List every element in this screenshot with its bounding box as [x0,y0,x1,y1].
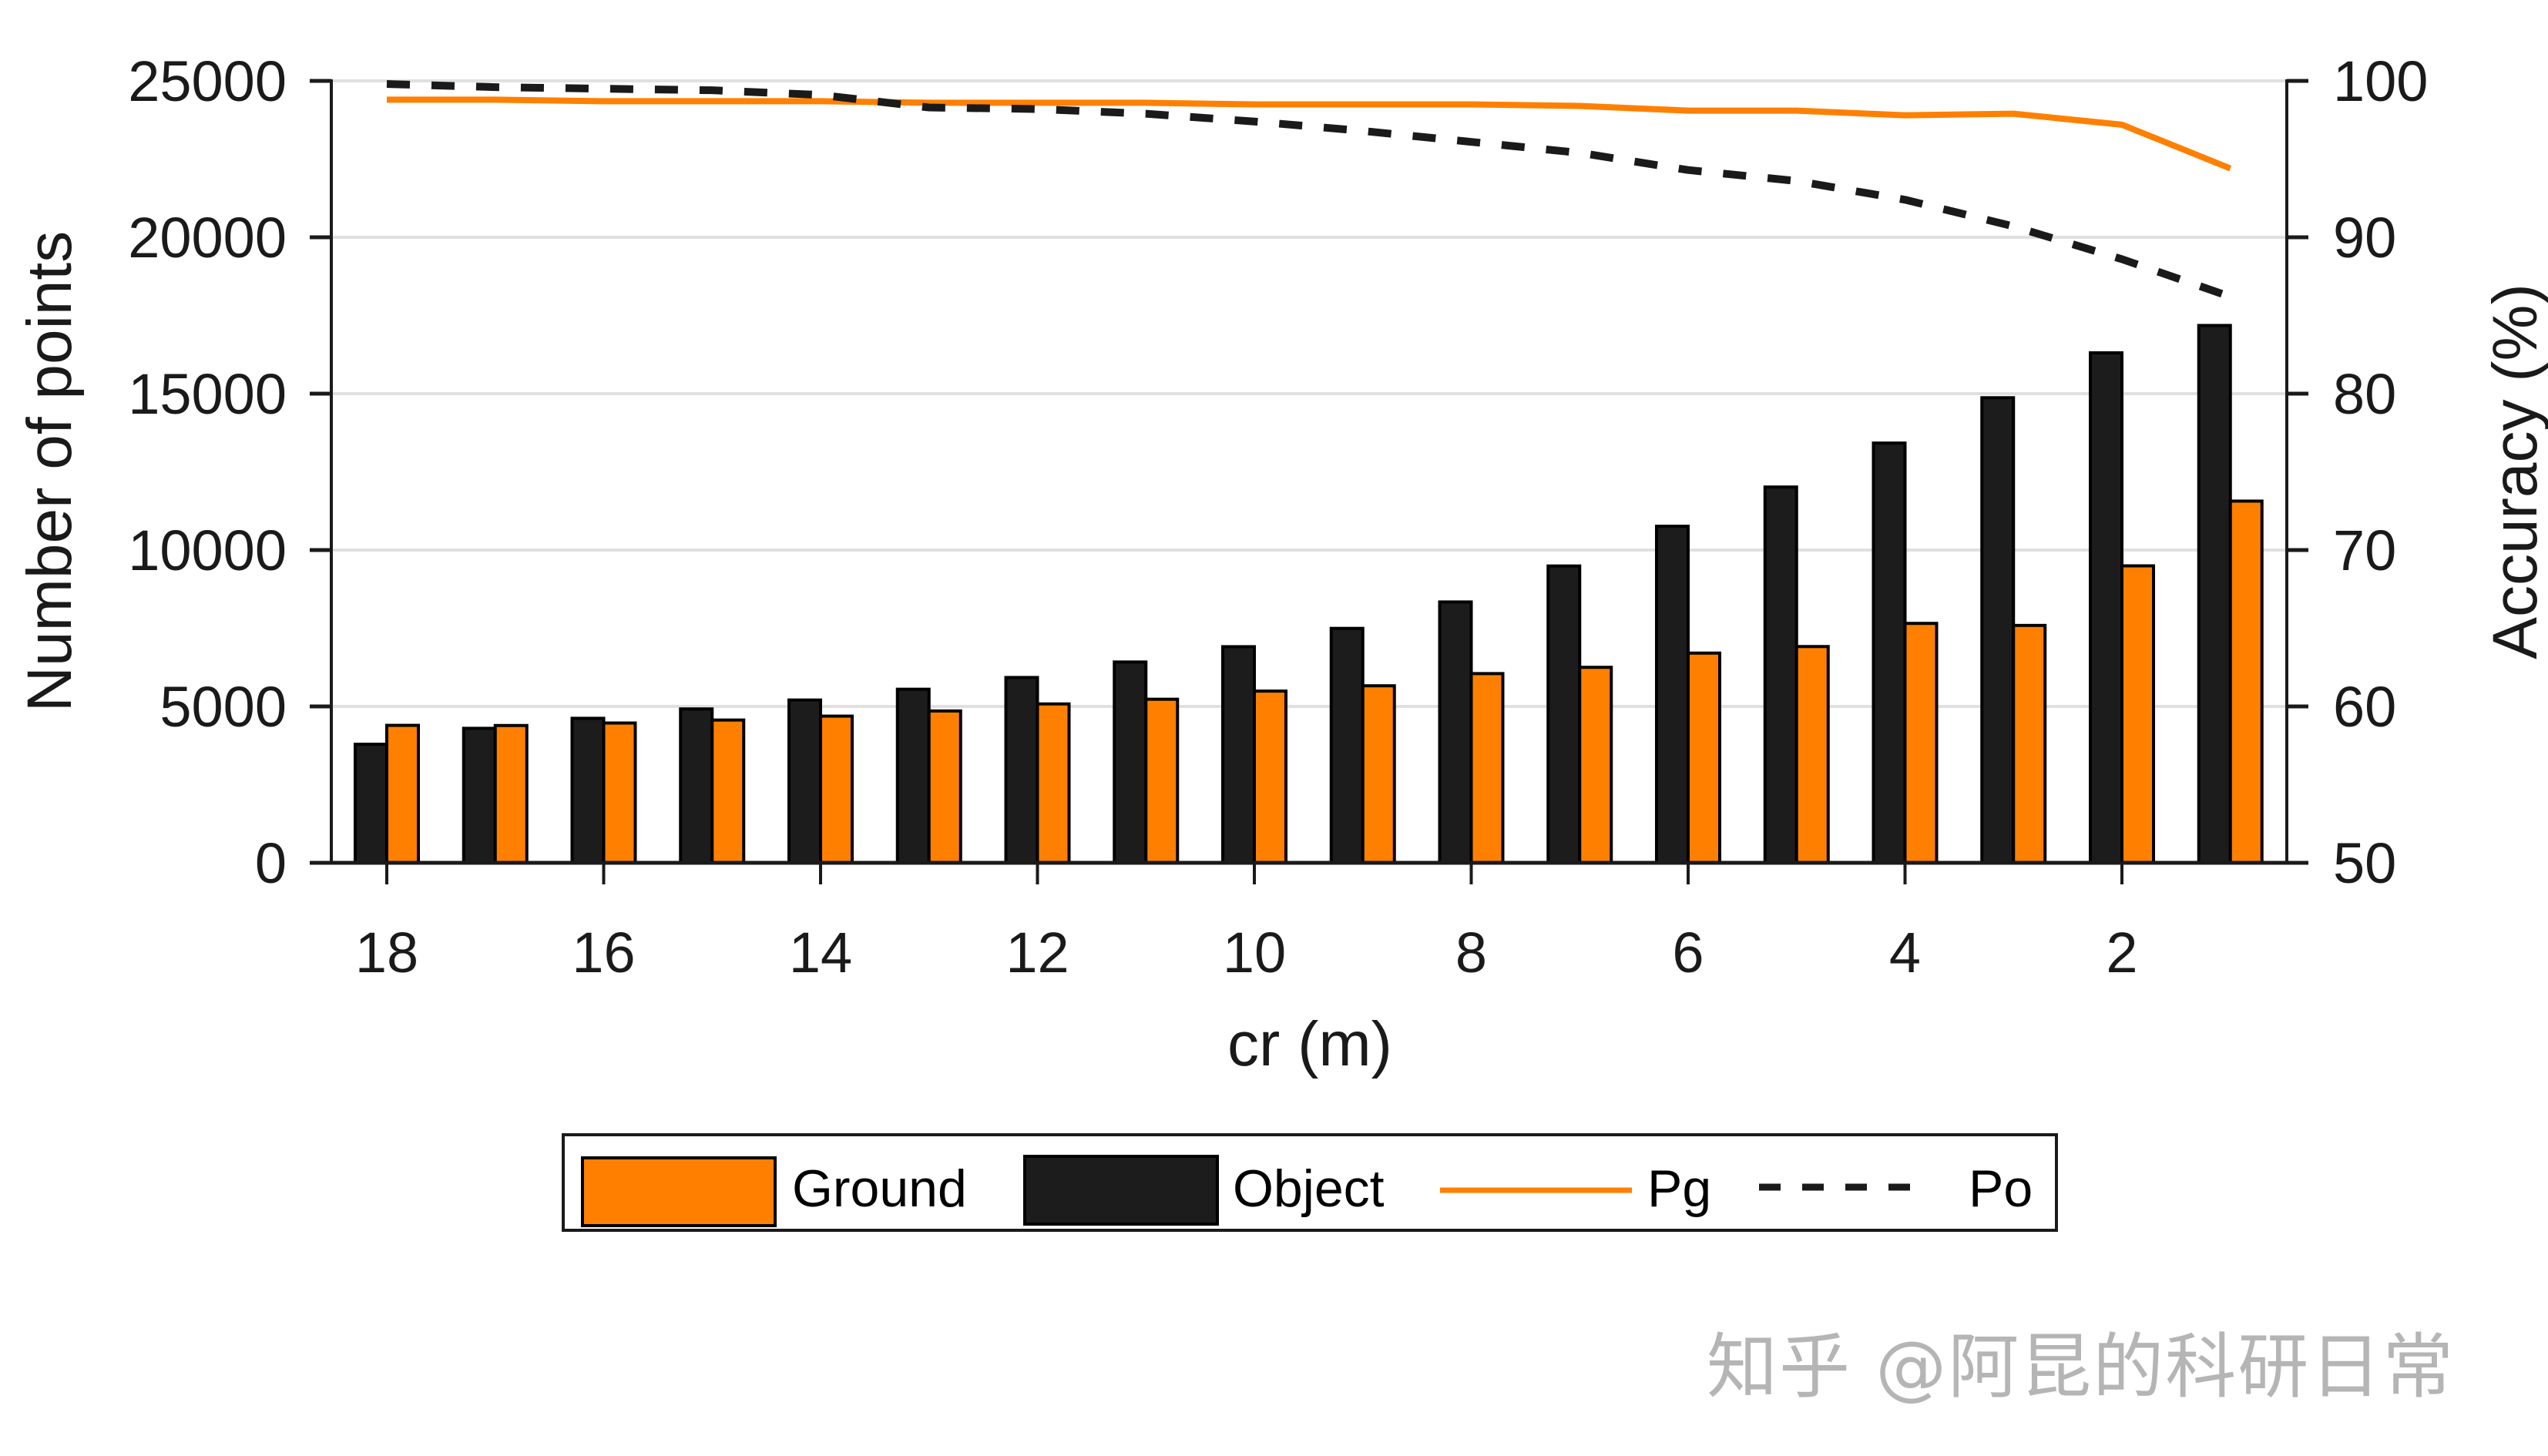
bar-object [679,707,714,864]
left-tick-label: 25000 [128,49,287,113]
bar-object [787,698,822,864]
bar-ground [1903,622,1939,864]
bar-series [354,324,2264,865]
left-tick-label: 20000 [128,206,287,270]
bar-ground [1144,697,1180,864]
right-tick-label: 100 [2333,49,2428,113]
right-y-axis-label: Accuracy (%) [2480,283,2548,659]
bar-object [354,743,388,864]
legend-swatch-ground [581,1156,777,1227]
x-tick-label: 18 [355,921,418,985]
bar-object [1221,645,1256,864]
bar-ground [2228,499,2264,864]
line-series [386,80,2232,300]
bar-ground [1036,702,1071,865]
bar-object [1763,485,1798,864]
x-tick-label: 12 [1005,921,1069,985]
x-axis-label: cr (m) [1227,1009,1392,1079]
bar-object [1004,676,1039,864]
bar-ground [710,718,746,865]
bar-ground [819,714,854,864]
x-tick-label: 4 [1889,921,1921,985]
bar-object [2197,324,2232,864]
x-tick-labels: 18 16 14 12 10 8 6 4 2 [355,921,2138,985]
bar-ground [1361,684,1396,864]
bar-ground [493,723,529,864]
bar-object [570,716,606,864]
x-tick-label: 14 [789,921,852,985]
bar-ground [1687,651,1721,864]
bar-object [462,726,497,864]
legend-label-po: Po [1969,1159,2033,1218]
left-tick-label: 5000 [159,675,287,739]
legend-swatch-object [1023,1155,1219,1226]
bar-object [895,687,931,864]
bar-object [1980,396,2016,864]
bar-ground [1469,672,1505,864]
x-tick-label: 2 [2106,921,2137,985]
bar-ground [1794,645,1830,864]
left-tick-label: 15000 [128,362,287,426]
right-tick-label: 60 [2333,675,2396,739]
bar-ground [2012,623,2047,864]
left-y-axis-label: Number of points [15,231,85,712]
bar-ground [1253,689,1287,865]
x-tick-label: 6 [1672,921,1704,985]
legend-label-ground: Ground [792,1159,967,1218]
right-tick-label: 80 [2333,362,2396,426]
bar-object [1546,564,1582,864]
left-tick-label: 0 [255,831,287,895]
line-pg [387,96,2232,172]
bar-object [1329,626,1365,864]
left-tick-label: 10000 [128,518,287,582]
bar-ground [602,721,637,864]
bar-object [1872,441,1907,864]
right-tick-label: 70 [2333,518,2396,582]
bar-ground [927,709,962,865]
bar-object [1113,660,1148,865]
x-tick-label: 10 [1223,921,1286,985]
x-tick-label: 16 [572,921,635,985]
x-tick-label: 8 [1455,921,1487,985]
bar-object [1655,525,1690,864]
watermark: 知乎 @阿昆的科研日常 [1707,1326,2456,1408]
right-tick-label: 50 [2333,831,2396,895]
right-tick-label: 90 [2333,206,2396,270]
legend-label-object: Object [1233,1159,1385,1218]
legend-label-pg: Pg [1647,1159,1711,1218]
left-y-tick-labels: 0 5000 10000 15000 20000 25000 [128,49,287,895]
legend-box [562,1133,2058,1232]
bar-object [1438,600,1473,864]
gridlines [331,79,2287,708]
bar-object [2089,351,2123,864]
bar-ground [385,723,420,864]
legend: Ground Object Pg Po [562,1133,2058,1232]
bar-ground [1578,666,1613,864]
axes [310,79,2308,884]
right-y-tick-labels: 50 60 70 80 90 100 [2333,49,2428,895]
bar-ground [2120,564,2155,864]
